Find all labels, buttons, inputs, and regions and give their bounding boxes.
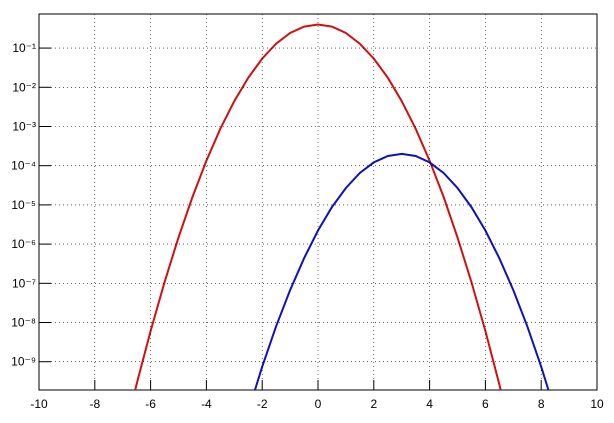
x-tick-label: 2 xyxy=(370,397,377,411)
x-tick-label: -6 xyxy=(145,397,156,411)
x-tick-label: 10 xyxy=(590,397,604,411)
y-tick-label: 10⁻⁵ xyxy=(11,198,36,212)
x-tick-label: 6 xyxy=(482,397,489,411)
x-tick-label: -8 xyxy=(89,397,100,411)
y-tick-label: 10⁻⁴ xyxy=(11,159,36,173)
x-tick-label: -4 xyxy=(201,397,212,411)
x-tick-label: -2 xyxy=(257,397,268,411)
y-tick-label: 10⁻² xyxy=(12,80,36,94)
curves xyxy=(134,23,550,390)
y-tick-label: 10⁻⁸ xyxy=(11,316,36,330)
y-tick-label: 10⁻⁷ xyxy=(12,276,36,290)
y-tick-label: 10⁻³ xyxy=(12,119,36,133)
series-line xyxy=(253,152,550,390)
x-tick-label: 0 xyxy=(315,397,322,411)
series-line xyxy=(134,23,502,390)
y-tick-label: 10⁻⁶ xyxy=(11,237,36,251)
x-tick-label: -10 xyxy=(30,397,48,411)
x-tick-label: 8 xyxy=(538,397,545,411)
x-tick-label: 4 xyxy=(426,397,433,411)
y-tick-label: 10⁻¹ xyxy=(12,41,36,55)
y-tick-label: 10⁻⁹ xyxy=(11,355,36,369)
